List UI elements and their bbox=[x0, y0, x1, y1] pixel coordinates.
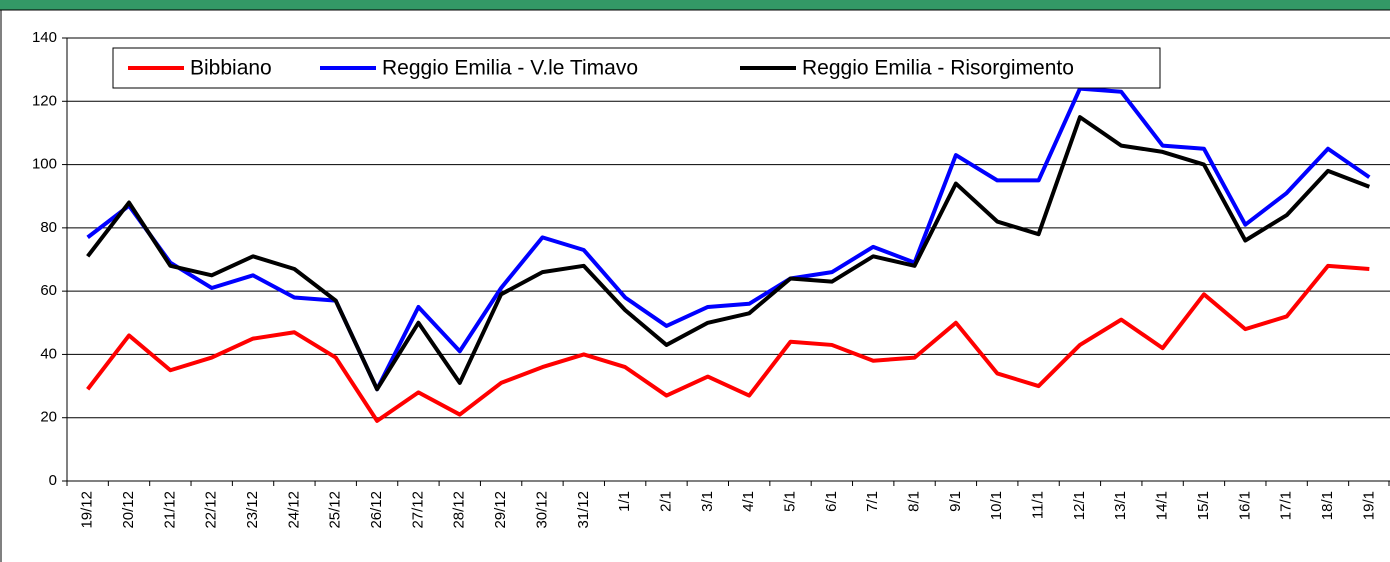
x-tick-label: 14/1 bbox=[1154, 491, 1171, 520]
x-tick-label: 6/1 bbox=[823, 491, 840, 512]
x-tick-label: 27/12 bbox=[409, 491, 426, 529]
series-line bbox=[86, 263, 1370, 423]
legend-box bbox=[112, 47, 1161, 89]
x-tick-label: 22/12 bbox=[203, 491, 220, 529]
x-tick-label: 18/1 bbox=[1319, 491, 1336, 520]
x-tick-label: 2/1 bbox=[657, 491, 674, 512]
series-line bbox=[86, 115, 1371, 392]
x-tick-label: 11/1 bbox=[1030, 491, 1047, 519]
x-tick-label: 30/12 bbox=[533, 491, 550, 529]
header-bar bbox=[0, 0, 1390, 10]
y-tick-label: 120 bbox=[32, 92, 57, 109]
x-tick-label: 15/1 bbox=[1195, 491, 1212, 520]
y-tick-label: 60 bbox=[40, 282, 57, 299]
x-tick-label: 3/1 bbox=[699, 491, 716, 512]
x-tick-label: 19/1 bbox=[1360, 491, 1377, 520]
x-tick-label: 23/12 bbox=[244, 491, 261, 529]
x-tick-label: 26/12 bbox=[368, 491, 385, 529]
x-tick-label: 7/1 bbox=[864, 491, 881, 512]
x-tick-label: 28/12 bbox=[451, 491, 468, 529]
x-tick-label: 8/1 bbox=[906, 491, 923, 512]
y-tick-label: 0 bbox=[49, 472, 57, 489]
x-tick-label: 20/12 bbox=[120, 491, 137, 529]
series-line bbox=[86, 86, 1371, 392]
x-tick-label: 10/1 bbox=[988, 491, 1005, 520]
x-tick-label: 29/12 bbox=[492, 491, 509, 529]
x-tick-label: 16/1 bbox=[1236, 491, 1253, 520]
x-tick-label: 4/1 bbox=[740, 491, 757, 512]
x-tick-label: 1/1 bbox=[616, 491, 633, 512]
y-tick-label: 80 bbox=[40, 219, 57, 236]
y-tick-label: 100 bbox=[32, 156, 57, 173]
x-tick-label: 21/12 bbox=[161, 491, 178, 529]
legend-label: Reggio Emilia - Risorgimento bbox=[802, 57, 1074, 80]
y-tick-label: 140 bbox=[32, 29, 57, 46]
x-tick-label: 12/1 bbox=[1071, 491, 1088, 520]
x-tick-label: 17/1 bbox=[1278, 491, 1295, 520]
y-tick-label: 40 bbox=[40, 345, 57, 362]
x-tick-label: 19/12 bbox=[79, 491, 96, 529]
x-tick-label: 5/1 bbox=[781, 491, 798, 512]
x-tick-label: 9/1 bbox=[947, 491, 964, 512]
legend-label: Reggio Emilia - V.le Timavo bbox=[382, 57, 638, 80]
x-tick-label: 13/1 bbox=[1112, 491, 1129, 520]
x-tick-label: 24/12 bbox=[285, 491, 302, 529]
legend-label: Bibbiano bbox=[190, 57, 272, 80]
y-tick-label: 20 bbox=[40, 409, 57, 426]
x-tick-label: 31/12 bbox=[575, 491, 592, 529]
x-tick-label: 25/12 bbox=[327, 491, 344, 529]
